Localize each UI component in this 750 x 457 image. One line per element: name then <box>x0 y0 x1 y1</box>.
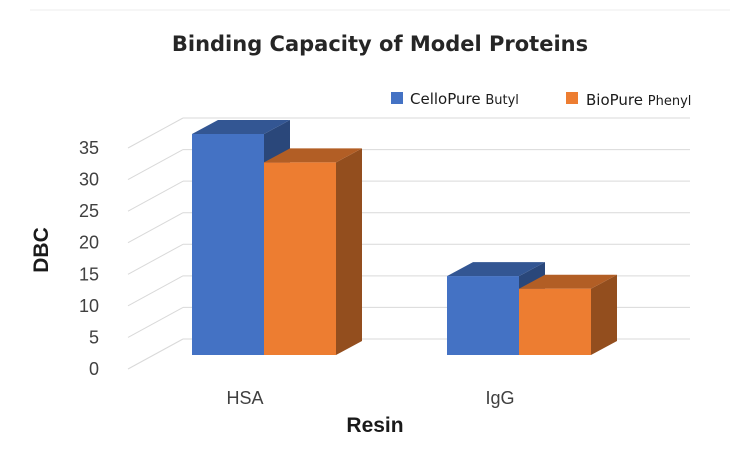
gridline-side <box>127 149 184 181</box>
gridline-side <box>127 338 184 370</box>
bar-hsa-biopure <box>264 148 362 355</box>
x-category-label: IgG <box>485 388 514 408</box>
gridline-side <box>127 117 184 149</box>
x-axis-categories: HSA IgG <box>226 388 514 408</box>
y-tick-label: 15 <box>79 264 99 284</box>
y-tick-label: 10 <box>79 296 99 316</box>
legend: CelloPure Butyl BioPure Phenyl <box>391 90 691 109</box>
bars <box>192 120 617 355</box>
legend-label-biopure-phenyl: BioPure Phenyl <box>586 91 691 109</box>
bar-front <box>192 134 264 355</box>
y-tick-label: 30 <box>79 170 99 190</box>
y-tick-label: 20 <box>79 233 99 253</box>
gridline-side <box>127 212 184 244</box>
bar-top <box>264 148 362 163</box>
y-tick-label: 25 <box>79 201 99 221</box>
y-axis-title: DBC <box>30 227 53 273</box>
bar-side <box>336 148 362 355</box>
bar-top <box>519 274 617 289</box>
legend-label-cellopure-butyl: CelloPure Butyl <box>410 90 519 108</box>
x-axis-title: Resin <box>346 414 403 437</box>
y-axis-ticks: 0 5 10 15 20 25 30 35 <box>79 138 99 379</box>
bar-top <box>447 262 545 277</box>
bar-front <box>447 276 519 355</box>
bar-front <box>264 162 336 355</box>
chart-title: Binding Capacity of Model Proteins <box>172 32 588 56</box>
bar-top <box>192 120 290 134</box>
bar-side <box>591 274 617 355</box>
legend-swatch-cellopure-butyl <box>391 92 403 104</box>
bar-front <box>519 288 591 355</box>
gridline-side <box>127 243 184 275</box>
x-category-label: HSA <box>226 388 263 408</box>
gridline-side <box>127 306 184 338</box>
bar-igg-biopure <box>519 274 617 355</box>
gridline-side <box>127 275 184 307</box>
y-tick-label: 5 <box>89 327 99 347</box>
y-tick-label: 0 <box>89 359 99 379</box>
gridline-side <box>127 180 184 212</box>
legend-swatch-biopure-phenyl <box>566 92 578 104</box>
y-tick-label: 35 <box>79 138 99 158</box>
